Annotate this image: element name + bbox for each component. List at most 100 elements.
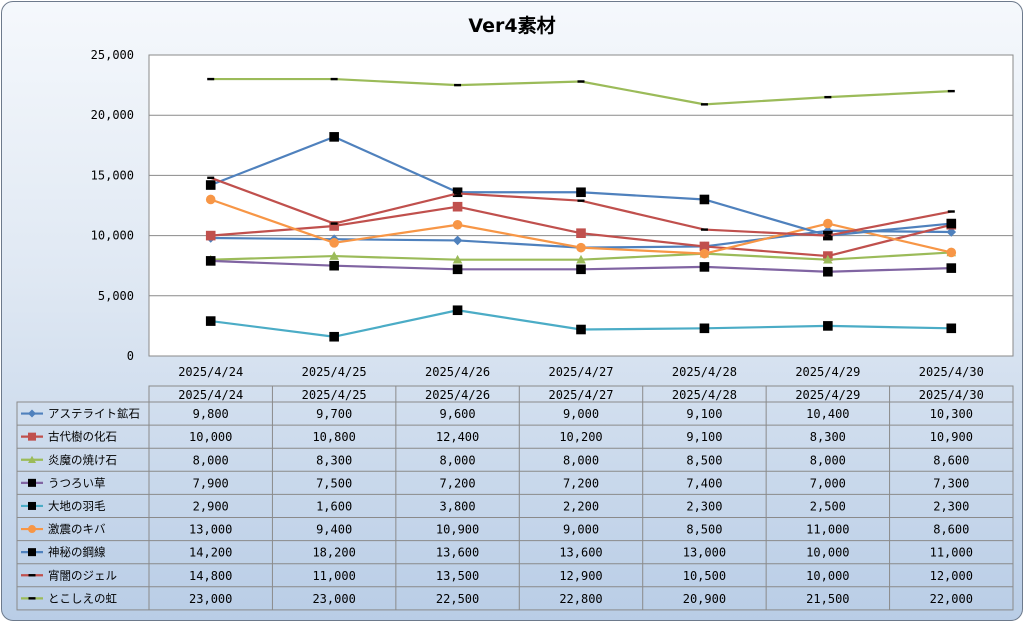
table-cell: 8,300: [810, 430, 846, 444]
data-point-marker: [329, 331, 339, 342]
table-cell: 11,000: [930, 546, 973, 560]
data-point-marker: [452, 305, 463, 316]
series-lines: [205, 77, 957, 342]
y-tick-label: 10,000: [91, 229, 134, 243]
table-cell: 2,200: [563, 499, 599, 513]
table-header-cell: 2025/4/27: [548, 388, 613, 402]
table-cell: 9,400: [316, 523, 352, 537]
legend-key-8: [21, 574, 43, 577]
legend-label: 大地の羽毛: [48, 499, 106, 513]
table-cell: 10,500: [683, 569, 726, 583]
data-point-marker: [205, 316, 216, 326]
table-cell: 9,100: [686, 407, 722, 421]
legend-key-1: [21, 409, 43, 418]
data-point-marker: [329, 251, 339, 260]
y-tick-label: 20,000: [91, 108, 134, 122]
data-point-marker: [28, 525, 36, 534]
table-cell: 12,900: [559, 569, 602, 583]
data-point-marker: [946, 218, 957, 229]
data-point-marker: [28, 574, 36, 577]
y-tick-label: 5,000: [98, 289, 134, 303]
table-cell: 12,000: [930, 569, 973, 583]
series-8: [207, 176, 955, 237]
series-4: [205, 256, 957, 277]
data-point-marker: [946, 227, 957, 237]
data-point-marker: [577, 80, 585, 83]
series-9: [207, 77, 955, 106]
table-header-cell: 2025/4/24: [178, 388, 243, 402]
table-cell: 11,000: [806, 523, 849, 537]
data-point-marker: [329, 132, 339, 142]
table-cell: 2,900: [193, 499, 229, 513]
plot-area: [148, 54, 1014, 357]
table-cell: 3,800: [440, 499, 476, 513]
data-point-marker: [452, 219, 463, 230]
table-cell: 8,600: [933, 523, 969, 537]
x-tick-label: 2025/4/24: [178, 365, 243, 379]
table-cell: 22,000: [930, 592, 973, 606]
table-cell: 22,800: [559, 592, 602, 606]
data-point-marker: [699, 241, 710, 252]
y-tick-label: 0: [127, 349, 134, 363]
data-point-marker: [28, 455, 36, 463]
data-point-marker: [700, 228, 708, 231]
legend-label: うつろい草: [48, 476, 106, 490]
table-cell: 10,000: [806, 546, 849, 560]
legend-label: 激震のキバ: [48, 522, 106, 536]
data-point-marker: [946, 323, 957, 334]
table-cell: 8,000: [193, 453, 229, 467]
table-cell: 7,300: [933, 476, 969, 490]
legend-key-6: [21, 525, 43, 534]
table-header-cell: 2025/4/26: [425, 388, 490, 402]
table-cell: 8,600: [933, 453, 969, 467]
table-cell: 2,500: [810, 499, 846, 513]
data-point-marker: [823, 266, 833, 277]
data-point-marker: [576, 324, 586, 335]
chart-title: Ver4素材: [468, 14, 555, 37]
data-point-marker: [947, 210, 955, 213]
table-cell: 21,500: [806, 592, 849, 606]
legend-label: 宵闇のジェル: [48, 568, 117, 582]
table-cell: 9,000: [563, 523, 599, 537]
table-cell: 23,000: [189, 592, 232, 606]
table-cell: 8,500: [686, 453, 722, 467]
data-point-marker: [329, 238, 339, 248]
table-cell: 13,600: [436, 546, 479, 560]
y-axis: 0 5,000 10,000 15,000 20,000 25,000: [91, 48, 134, 363]
table-cell: 7,200: [440, 476, 476, 490]
table-cell: 13,000: [683, 546, 726, 560]
data-point-marker: [823, 321, 833, 331]
table-cell: 18,200: [312, 546, 355, 560]
table-header-cell: 2025/4/29: [795, 388, 860, 402]
data-point-marker: [205, 180, 216, 190]
data-point-marker: [205, 256, 216, 266]
table-cell: 8,300: [316, 453, 352, 467]
data-point-marker: [454, 192, 462, 195]
table-cell: 10,900: [930, 430, 973, 444]
data-point-marker: [577, 199, 585, 202]
x-tick-label: 2025/4/27: [548, 365, 613, 379]
y-tick-label: 15,000: [91, 168, 134, 182]
data-point-marker: [28, 501, 36, 510]
data-point-marker: [329, 260, 339, 271]
table-cell: 10,300: [930, 407, 973, 421]
data-point-marker: [699, 323, 710, 334]
table-header-cell: 2025/4/30: [919, 388, 984, 402]
data-point-marker: [28, 548, 36, 557]
data-table: 2025/4/24 2025/4/25 2025/4/26 2025/4/27 2025…: [16, 385, 1014, 611]
table-cell: 9,100: [686, 430, 722, 444]
data-point-marker: [329, 221, 339, 231]
legend-key-7: [21, 548, 43, 557]
data-point-marker: [28, 597, 36, 600]
legend-label: とこしえの虹: [48, 591, 117, 605]
data-point-marker: [823, 218, 833, 229]
data-point-marker: [576, 242, 586, 253]
table-cell: 23,000: [312, 592, 355, 606]
table-cell: 8,000: [563, 453, 599, 467]
table-cell: 9,600: [440, 407, 476, 421]
data-point-marker: [205, 194, 216, 205]
data-point-marker: [699, 262, 710, 272]
data-point-marker: [28, 409, 36, 418]
table-cell: 10,000: [806, 569, 849, 583]
